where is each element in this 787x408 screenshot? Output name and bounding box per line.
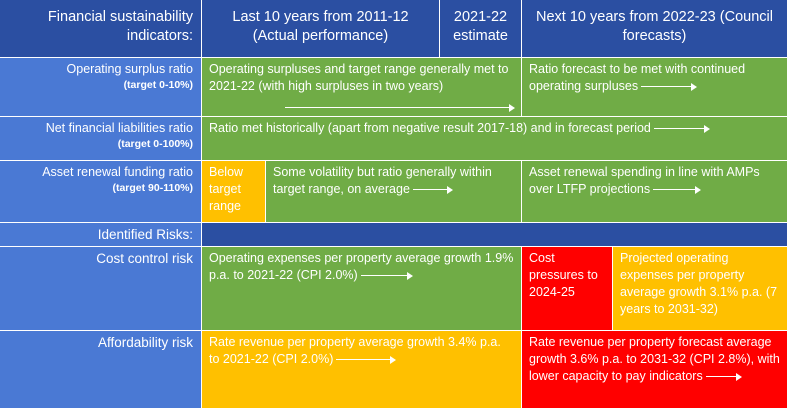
identified-risks-spacer	[202, 223, 787, 247]
cost-control-past: Operating expenses per property average …	[202, 247, 522, 331]
net-financial-liabilities-text: Ratio met historically (apart from negat…	[209, 121, 651, 135]
net-financial-liabilities-target: (target 0-100%)	[117, 138, 193, 150]
asset-renewal-target: (target 90-110%)	[112, 182, 193, 194]
affordability-future: Rate revenue per property forecast avera…	[522, 331, 787, 408]
arrow-icon	[653, 124, 710, 134]
arrow-icon	[641, 82, 698, 92]
asset-renewal-future: Asset renewal spending in line with AMPs…	[522, 161, 787, 223]
cost-control-future-group: Cost pressures to 2024-25 Projected oper…	[522, 247, 787, 331]
header-estimate: 2021-22 estimate	[440, 0, 522, 58]
label-identified-risks: Identified Risks:	[0, 223, 202, 247]
label-affordability: Affordability risk	[0, 331, 202, 408]
header-indicators-text: Financial sustainability indicators:	[47, 9, 193, 44]
operating-surplus-future-text: Ratio forecast to be met with continued …	[529, 62, 746, 93]
identified-risks-label: Identified Risks:	[97, 227, 193, 242]
arrow-icon	[705, 372, 742, 382]
net-financial-liabilities-label: Net financial liabilities ratio	[45, 121, 193, 135]
arrow-icon	[285, 103, 515, 112]
header-last-10-years: Last 10 years from 2011-12 (Actual perfo…	[202, 0, 440, 58]
operating-surplus-past: Operating surpluses and target range gen…	[202, 58, 522, 117]
operating-surplus-label: Operating surplus ratio	[66, 62, 193, 76]
cost-control-future-text: Projected operating expenses per propert…	[620, 251, 778, 316]
affordability-future-text: Rate revenue per property forecast avera…	[529, 335, 780, 383]
cost-pressures: Cost pressures to 2024-25	[522, 247, 613, 331]
asset-renewal-below-target: Below target range	[202, 161, 266, 223]
asset-renewal-past-text: Some volatility but ratio generally with…	[273, 165, 492, 196]
asset-renewal-past-group: Below target range Some volatility but r…	[202, 161, 522, 223]
cost-control-label: Cost control risk	[96, 251, 193, 266]
header-next-10-years: Next 10 years from 2022-23 (Council fore…	[522, 0, 787, 58]
asset-renewal-below-target-text: Below target range	[209, 165, 244, 213]
asset-renewal-future-text: Asset renewal spending in line with AMPs…	[529, 165, 760, 196]
operating-surplus-future: Ratio forecast to be met with continued …	[522, 58, 787, 117]
cost-pressures-text: Cost pressures to 2024-25	[529, 251, 598, 299]
header-last-10-years-text: Last 10 years from 2011-12 (Actual perfo…	[232, 9, 409, 44]
header-indicators: Financial sustainability indicators:	[0, 0, 202, 58]
asset-renewal-past: Some volatility but ratio generally with…	[266, 161, 522, 223]
operating-surplus-target: (target 0-10%)	[123, 79, 193, 91]
label-net-financial-liabilities: Net financial liabilities ratio (target …	[0, 117, 202, 161]
label-cost-control: Cost control risk	[0, 247, 202, 331]
header-estimate-text: 2021-22 estimate	[453, 9, 508, 44]
operating-surplus-past-text: Operating surpluses and target range gen…	[209, 62, 509, 93]
affordability-label: Affordability risk	[97, 335, 193, 350]
cost-control-past-text: Operating expenses per property average …	[209, 251, 514, 282]
net-financial-liabilities-all: Ratio met historically (apart from negat…	[202, 117, 787, 161]
arrow-icon	[412, 185, 453, 195]
arrow-icon	[653, 185, 702, 195]
asset-renewal-label: Asset renewal funding ratio	[42, 165, 193, 179]
label-asset-renewal: Asset renewal funding ratio (target 90-1…	[0, 161, 202, 223]
arrow-icon	[336, 355, 397, 365]
affordability-past: Rate revenue per property average growth…	[202, 331, 522, 408]
cost-control-future: Projected operating expenses per propert…	[613, 247, 787, 331]
arrow-icon	[360, 271, 413, 281]
header-next-10-years-text: Next 10 years from 2022-23 (Council fore…	[536, 9, 773, 44]
label-operating-surplus: Operating surplus ratio (target 0-10%)	[0, 58, 202, 117]
affordability-past-text: Rate revenue per property average growth…	[209, 335, 501, 366]
